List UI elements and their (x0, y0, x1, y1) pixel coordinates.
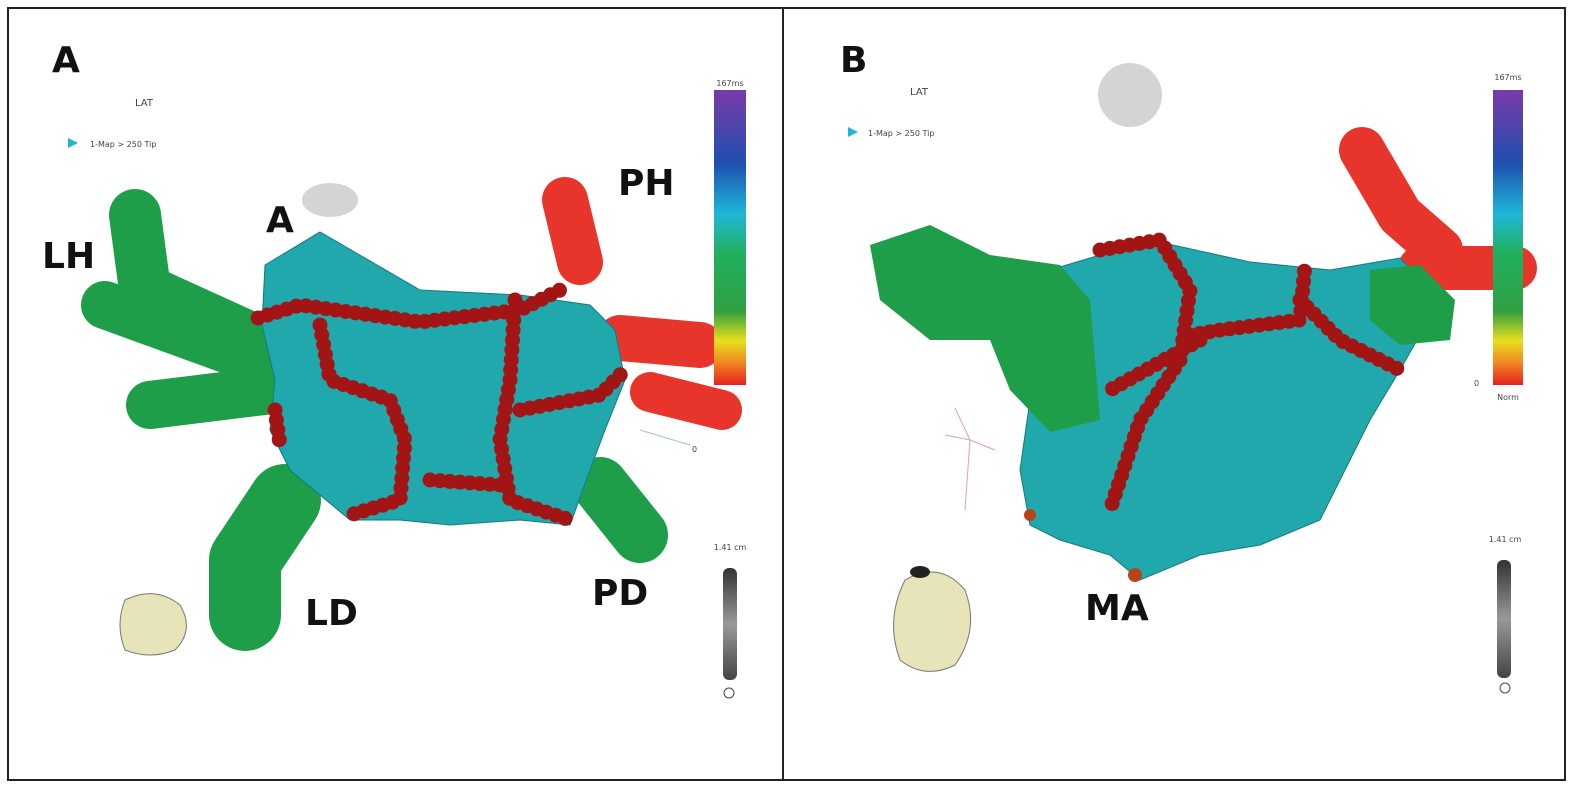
structure-label: LH (42, 236, 95, 277)
axis-label: 0 (1474, 379, 1479, 388)
panel-b-map-shape (1339, 127, 1537, 290)
map-name: 1-Map > 250 Tip (868, 129, 934, 138)
scale-end (723, 687, 735, 699)
panel-a-map (81, 177, 742, 656)
panel-b-map-shape-shape (944, 434, 971, 441)
panel-a-map-shape (639, 429, 691, 446)
marker (68, 138, 78, 148)
panel-b-map-shape (1292, 292, 1408, 378)
panel-b-map-shape (1128, 568, 1142, 582)
colorbar-top: 167ms (1494, 73, 1521, 82)
scale-label: 1.41 cm (1489, 535, 1522, 544)
colorbar-bottom: Norm (1497, 393, 1519, 402)
frame (7, 7, 1566, 781)
panel-a-map-shape-shape (597, 315, 723, 368)
structure-label: PD (592, 573, 648, 614)
scale-bar (1497, 560, 1511, 678)
panel-b-map-shape (1098, 63, 1162, 127)
structure-label: LD (305, 593, 358, 634)
panel-label: A (52, 40, 80, 81)
panel-a-map-shape (312, 317, 413, 523)
panel-b-map-shape-shape (1339, 127, 1463, 273)
panel-a-map-shape (492, 292, 578, 528)
panel-b-map-shape (1182, 257, 1313, 343)
panel-label: B (840, 40, 867, 81)
scale-bar (723, 568, 737, 680)
panel-a-map-shape-shape (126, 366, 296, 429)
panel-b-map-shape-shape (954, 407, 971, 441)
panel-a-map-shape-shape (209, 464, 321, 651)
panel-b-map-shape (1092, 232, 1198, 518)
scale-label: 1.41 cm (714, 543, 747, 552)
panel-b-map-shape (1024, 509, 1036, 521)
panel-a-map-shape (250, 282, 568, 330)
panel-a-map-shape (267, 402, 288, 453)
panel-a-map-shape (119, 593, 187, 656)
panel-b-map (870, 63, 1537, 672)
panel-a-map-shape (81, 189, 668, 651)
panel-b-map-shape (870, 225, 1100, 432)
panel-a-map-shape (422, 472, 508, 493)
map-type: LAT (910, 87, 929, 98)
panel-a-map-shape-shape (81, 281, 286, 386)
structure-label: A (266, 200, 294, 241)
panel-a-map-shape (302, 183, 358, 217)
panel-a-map-shape-shape (630, 372, 742, 430)
scale-end (1499, 682, 1511, 694)
panel-b-map-shape (910, 566, 930, 578)
axis-label: 0 (692, 445, 697, 454)
colorbar (1493, 90, 1523, 385)
structure-label: MA (1085, 588, 1149, 629)
colorbar (714, 90, 746, 385)
panel-a-map-shape-shape (542, 177, 603, 285)
panel-b-map-shape (944, 407, 996, 511)
panel-a-map-shape (512, 362, 633, 418)
map-type: LAT (135, 98, 154, 109)
panel-b-map-shape (1370, 265, 1455, 345)
colorbar-top: 167ms (716, 79, 743, 88)
panel-a-map-shape-shape (572, 457, 668, 563)
map-name: 1-Map > 250 Tip (90, 140, 156, 149)
panel-b-map-shape-shape (964, 439, 971, 511)
panel-a-map-shape (542, 177, 742, 430)
marker (848, 127, 858, 137)
panel-b-map-shape (893, 571, 972, 672)
panel-b-map-shape (1102, 332, 1208, 398)
panel-b-map-shape-shape (969, 439, 996, 451)
structure-label: PH (618, 163, 675, 204)
